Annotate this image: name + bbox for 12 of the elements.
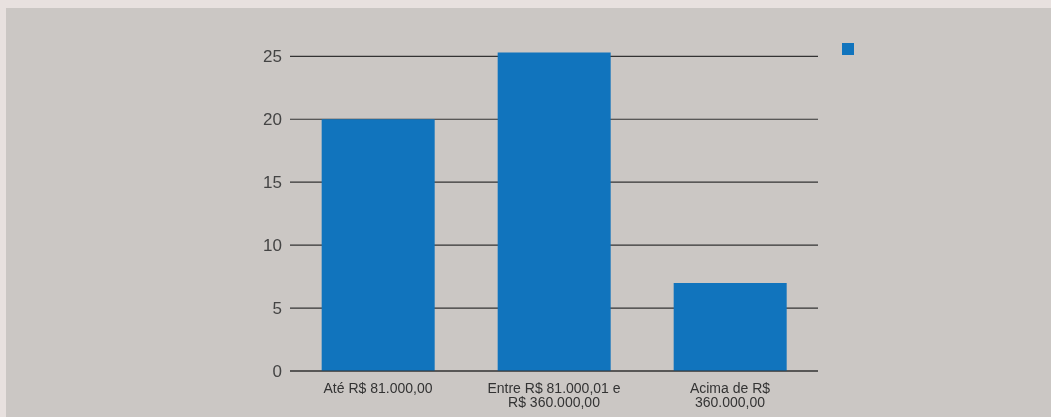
y-tick-label: 5 bbox=[272, 299, 282, 319]
bar bbox=[497, 52, 611, 371]
y-tick-label: 10 bbox=[263, 236, 282, 256]
x-tick-label: Entre R$ 81.000,01 e R$ 360.000,00 bbox=[487, 379, 621, 410]
y-tick-label: 20 bbox=[263, 110, 282, 130]
x-tick-label: Até R$ 81.000,00 bbox=[323, 379, 433, 396]
y-tick-label: 25 bbox=[263, 47, 282, 67]
y-tick-label: 15 bbox=[263, 173, 282, 193]
bar bbox=[321, 119, 435, 371]
y-tick-label: 0 bbox=[272, 362, 282, 382]
bar bbox=[673, 282, 787, 371]
x-tick-label: Acima de R$ 360.000,00 bbox=[689, 379, 771, 410]
